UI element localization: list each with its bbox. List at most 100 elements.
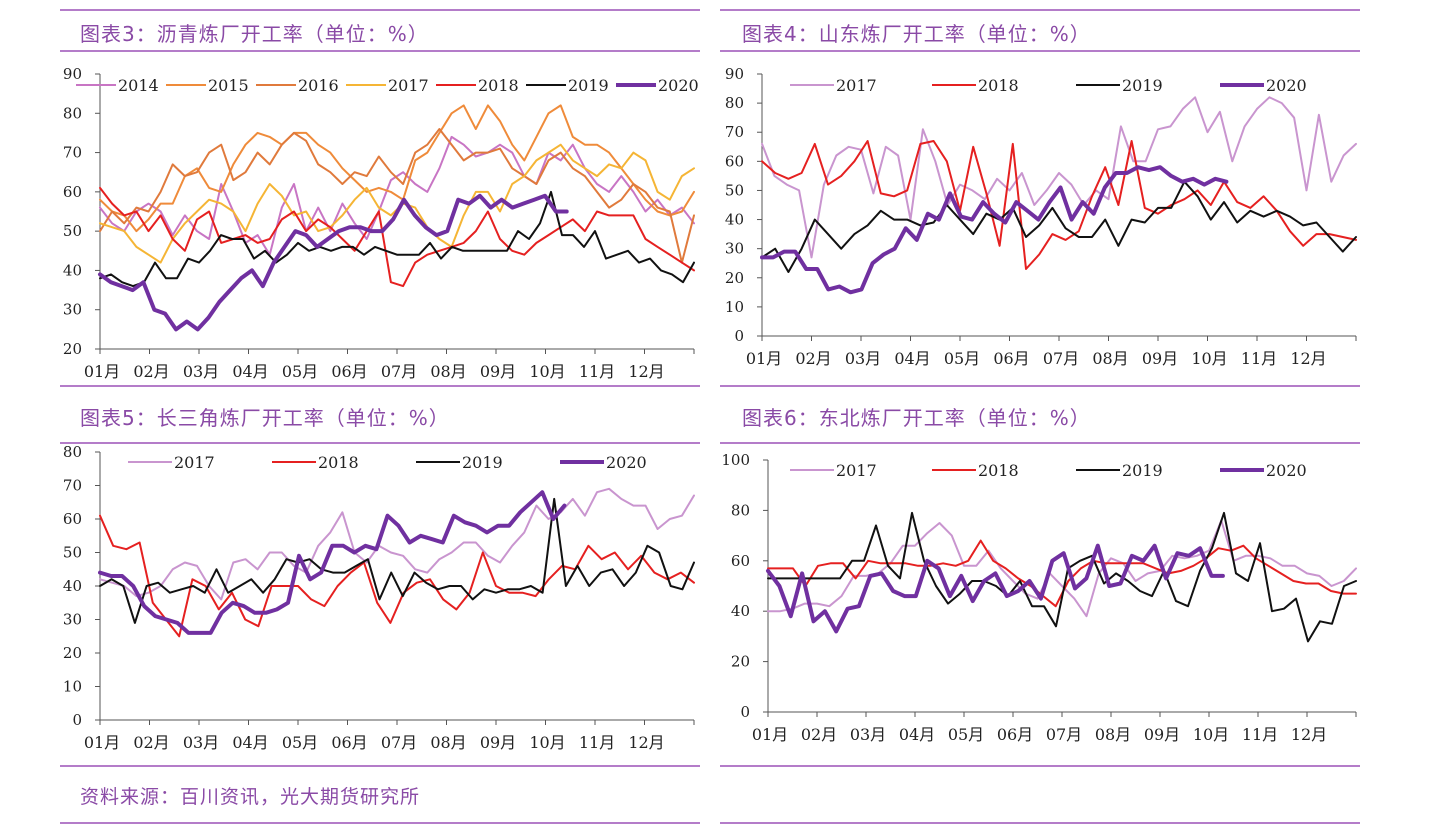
legend-label-2020: 2020 <box>1266 461 1307 480</box>
legend-label-2018: 2018 <box>478 76 519 95</box>
x-tick-label: 08月 <box>430 733 466 752</box>
chart-title-4: 图表6：东北炼厂开工率（单位：%） <box>742 406 1091 430</box>
y-tick-label: 30 <box>63 301 82 319</box>
chart-title-1: 图表3：沥青炼厂开工率（单位：%） <box>80 22 429 46</box>
x-tick-label: 09月 <box>480 362 516 381</box>
x-tick-label: 01月 <box>84 733 120 752</box>
y-tick-label: 10 <box>725 298 744 316</box>
y-tick-label: 30 <box>63 611 82 629</box>
x-tick-label: 10月 <box>1191 349 1227 368</box>
x-tick-label: 02月 <box>133 362 169 381</box>
y-tick-label: 70 <box>63 144 82 162</box>
x-tick-label: 09月 <box>1144 725 1180 744</box>
x-tick-label: 10月 <box>529 733 565 752</box>
x-tick-label: 03月 <box>183 362 219 381</box>
x-tick-label: 12月 <box>1291 725 1327 744</box>
x-tick-label: 05月 <box>944 349 980 368</box>
y-tick-label: 100 <box>721 451 750 469</box>
x-tick-label: 11月 <box>579 362 615 381</box>
series-line-2019 <box>761 180 1357 273</box>
x-tick-label: 08月 <box>1095 725 1131 744</box>
x-tick-label: 10月 <box>1193 725 1229 744</box>
y-tick-label: 90 <box>63 65 82 83</box>
x-tick-label: 09月 <box>1142 349 1178 368</box>
x-tick-label: 05月 <box>282 362 318 381</box>
x-tick-label: 11月 <box>579 733 615 752</box>
x-tick-label: 04月 <box>899 725 935 744</box>
top-rule-right <box>720 9 1360 11</box>
chart-yangtze-delta: 0 10 20 30 40 50 60 70 80 01月 02月 03月 04月 05月 06月 07月 08… <box>63 445 695 752</box>
series-line-2017 <box>761 96 1357 259</box>
legend-label-2017: 2017 <box>174 453 215 472</box>
title-rule-4 <box>720 442 1360 444</box>
top-rule-left <box>60 9 700 11</box>
legend-label-2020: 2020 <box>1266 76 1307 95</box>
x-tick-label: 07月 <box>381 733 417 752</box>
series-line-2015 <box>99 104 695 233</box>
x-tick-label: 01月 <box>752 725 788 744</box>
y-tick-label: 20 <box>731 653 750 671</box>
legend-label-2017: 2017 <box>836 76 877 95</box>
x-tick-label: 02月 <box>133 733 169 752</box>
bottom-rule-1 <box>60 385 700 387</box>
legend-label-2020: 2020 <box>658 76 699 95</box>
y-tick-label: 60 <box>731 552 750 570</box>
legend-label-2019: 2019 <box>568 76 609 95</box>
y-tick-label: 10 <box>63 678 82 696</box>
x-tick-label: 01月 <box>746 349 782 368</box>
legend-label-2017: 2017 <box>388 76 429 95</box>
x-tick-label: 08月 <box>1092 349 1128 368</box>
x-tick-label: 04月 <box>232 733 268 752</box>
y-tick-label: 60 <box>63 510 82 528</box>
x-tick-label: 07月 <box>381 362 417 381</box>
x-tick-label: 10月 <box>529 362 565 381</box>
series-line-2020 <box>98 193 569 332</box>
legend-label-2019: 2019 <box>1122 76 1163 95</box>
footer-rule-top-left <box>60 765 700 767</box>
chart-northeast: 0 20 40 60 80 100 01月 02月 03月 04月 05月 06月 07月 08月 09月 1… <box>721 451 1357 744</box>
x-tick-label: 12月 <box>1290 349 1326 368</box>
y-tick-label: 20 <box>63 340 82 358</box>
chart-shandong: 0 10 20 30 40 50 60 70 80 90 01月 02月 03月 04月 05月 06月 07月… <box>725 65 1357 368</box>
series-line-2018 <box>99 514 695 638</box>
legend-label-2020: 2020 <box>606 453 647 472</box>
footer-rule-bottom-right <box>720 822 1360 824</box>
x-tick-label: 04月 <box>894 349 930 368</box>
x-tick-label: 11月 <box>1242 725 1278 744</box>
legend-label-2018: 2018 <box>318 453 359 472</box>
y-tick-label: 70 <box>725 123 744 141</box>
x-tick-label: 03月 <box>845 349 881 368</box>
y-tick-label: 70 <box>63 477 82 495</box>
y-tick-label: 50 <box>63 222 82 240</box>
y-tick-label: 0 <box>740 703 750 721</box>
x-tick-label: 02月 <box>795 349 831 368</box>
x-tick-label: 06月 <box>997 725 1033 744</box>
y-tick-label: 30 <box>725 240 744 258</box>
y-tick-label: 40 <box>63 577 82 595</box>
series-line-2019 <box>767 511 1357 643</box>
y-tick-label: 40 <box>63 261 82 279</box>
footer-rule-bottom-left <box>60 822 700 824</box>
series-line-2020 <box>98 490 567 635</box>
x-tick-label: 05月 <box>282 733 318 752</box>
legend-label-2017: 2017 <box>836 461 877 480</box>
series-line-2020 <box>766 543 1225 634</box>
chart-title-2: 图表4：山东炼厂开工率（单位：%） <box>742 22 1091 46</box>
x-tick-label: 06月 <box>993 349 1029 368</box>
y-tick-label: 20 <box>63 644 82 662</box>
y-tick-label: 80 <box>731 501 750 519</box>
x-tick-label: 07月 <box>1043 349 1079 368</box>
legend-label-2015: 2015 <box>208 76 249 95</box>
series-line-2019 <box>99 497 695 624</box>
y-tick-label: 80 <box>63 104 82 122</box>
y-tick-label: 80 <box>63 445 82 461</box>
x-tick-label: 03月 <box>850 725 886 744</box>
bottom-rule-2 <box>720 385 1360 387</box>
legend-label-2019: 2019 <box>1122 461 1163 480</box>
footer-rule-top-right <box>720 765 1360 767</box>
x-tick-label: 11月 <box>1241 349 1277 368</box>
y-tick-label: 0 <box>734 327 744 345</box>
y-tick-label: 40 <box>725 211 744 229</box>
y-tick-label: 50 <box>725 181 744 199</box>
y-tick-label: 60 <box>725 152 744 170</box>
